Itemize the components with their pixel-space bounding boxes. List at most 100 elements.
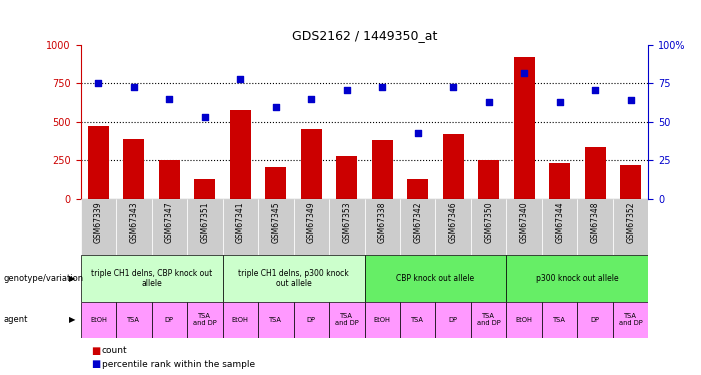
Bar xyxy=(435,199,471,255)
Text: GSM67347: GSM67347 xyxy=(165,202,174,243)
Text: GSM67346: GSM67346 xyxy=(449,202,458,243)
Bar xyxy=(613,302,648,338)
Bar xyxy=(187,302,223,338)
Bar xyxy=(578,199,613,255)
Bar xyxy=(620,165,641,199)
Text: TSA: TSA xyxy=(128,316,140,322)
Bar xyxy=(365,302,400,338)
Bar xyxy=(223,255,365,302)
Bar xyxy=(329,199,365,255)
Text: DP: DP xyxy=(449,316,458,322)
Title: GDS2162 / 1449350_at: GDS2162 / 1449350_at xyxy=(292,30,437,42)
Bar xyxy=(507,255,648,302)
Text: DP: DP xyxy=(165,316,174,322)
Bar xyxy=(116,302,151,338)
Bar xyxy=(187,199,223,255)
Text: percentile rank within the sample: percentile rank within the sample xyxy=(102,360,254,369)
Bar xyxy=(294,199,329,255)
Bar xyxy=(81,255,223,302)
Bar xyxy=(506,199,542,255)
Text: GSM67344: GSM67344 xyxy=(555,202,564,243)
Text: triple CH1 delns, p300 knock
out allele: triple CH1 delns, p300 knock out allele xyxy=(238,269,349,288)
Bar xyxy=(258,302,294,338)
Point xyxy=(306,96,317,102)
Bar xyxy=(549,163,571,199)
Text: TSA
and DP: TSA and DP xyxy=(335,313,359,326)
Point xyxy=(199,114,210,120)
Bar xyxy=(81,302,116,338)
Bar xyxy=(158,160,180,199)
Text: TSA
and DP: TSA and DP xyxy=(193,313,217,326)
Bar xyxy=(407,179,428,199)
Text: GSM67352: GSM67352 xyxy=(626,202,635,243)
Text: GSM67339: GSM67339 xyxy=(94,202,103,243)
Text: ■: ■ xyxy=(91,346,100,355)
Bar xyxy=(265,167,287,199)
Text: GSM67342: GSM67342 xyxy=(414,202,422,243)
Bar xyxy=(471,199,507,255)
Point xyxy=(483,99,494,105)
Bar xyxy=(223,199,258,255)
Text: GSM67349: GSM67349 xyxy=(307,202,315,243)
Bar xyxy=(88,126,109,199)
Text: count: count xyxy=(102,346,128,355)
Text: EtOH: EtOH xyxy=(374,316,390,322)
Point xyxy=(128,84,139,90)
Text: genotype/variation: genotype/variation xyxy=(4,274,83,283)
Bar xyxy=(542,302,578,338)
Text: p300 knock out allele: p300 knock out allele xyxy=(536,274,619,283)
Bar xyxy=(230,110,251,199)
Point xyxy=(235,76,246,82)
Bar xyxy=(507,302,542,338)
Text: GSM67343: GSM67343 xyxy=(130,202,138,243)
Text: triple CH1 delns, CBP knock out
allele: triple CH1 delns, CBP knock out allele xyxy=(91,269,212,288)
Bar xyxy=(336,156,358,199)
Text: EtOH: EtOH xyxy=(90,316,107,322)
Bar xyxy=(81,199,116,255)
Text: ▶: ▶ xyxy=(69,315,76,324)
Bar xyxy=(151,302,187,338)
Bar xyxy=(365,255,507,302)
Bar xyxy=(123,139,144,199)
Bar xyxy=(294,302,329,338)
Bar xyxy=(435,302,471,338)
Text: DP: DP xyxy=(591,316,599,322)
Bar xyxy=(578,302,613,338)
Bar xyxy=(151,199,187,255)
Text: GSM67345: GSM67345 xyxy=(271,202,280,243)
Text: EtOH: EtOH xyxy=(516,316,533,322)
Bar xyxy=(514,57,535,199)
Text: GSM67340: GSM67340 xyxy=(519,202,529,243)
Text: TSA: TSA xyxy=(553,316,566,322)
Text: GSM67348: GSM67348 xyxy=(591,202,599,243)
Point xyxy=(412,130,423,136)
Bar xyxy=(116,199,151,255)
Point xyxy=(270,104,281,110)
Text: CBP knock out allele: CBP knock out allele xyxy=(397,274,475,283)
Point xyxy=(625,98,637,104)
Text: TSA: TSA xyxy=(411,316,424,322)
Point xyxy=(448,84,459,90)
Bar xyxy=(400,302,435,338)
Bar xyxy=(365,199,400,255)
Text: GSM67351: GSM67351 xyxy=(200,202,210,243)
Bar xyxy=(613,199,648,255)
Text: EtOH: EtOH xyxy=(232,316,249,322)
Bar xyxy=(329,302,365,338)
Point xyxy=(341,87,353,93)
Point xyxy=(590,87,601,93)
Text: GSM67338: GSM67338 xyxy=(378,202,387,243)
Point xyxy=(519,70,530,76)
Text: TSA
and DP: TSA and DP xyxy=(619,313,643,326)
Bar xyxy=(478,159,499,199)
Text: DP: DP xyxy=(307,316,315,322)
Bar xyxy=(442,134,464,199)
Bar xyxy=(585,147,606,199)
Text: TSA
and DP: TSA and DP xyxy=(477,313,501,326)
Point xyxy=(164,96,175,102)
Point xyxy=(554,99,565,105)
Point xyxy=(93,81,104,87)
Bar xyxy=(542,199,578,255)
Text: GSM67353: GSM67353 xyxy=(342,202,351,243)
Bar xyxy=(223,302,258,338)
